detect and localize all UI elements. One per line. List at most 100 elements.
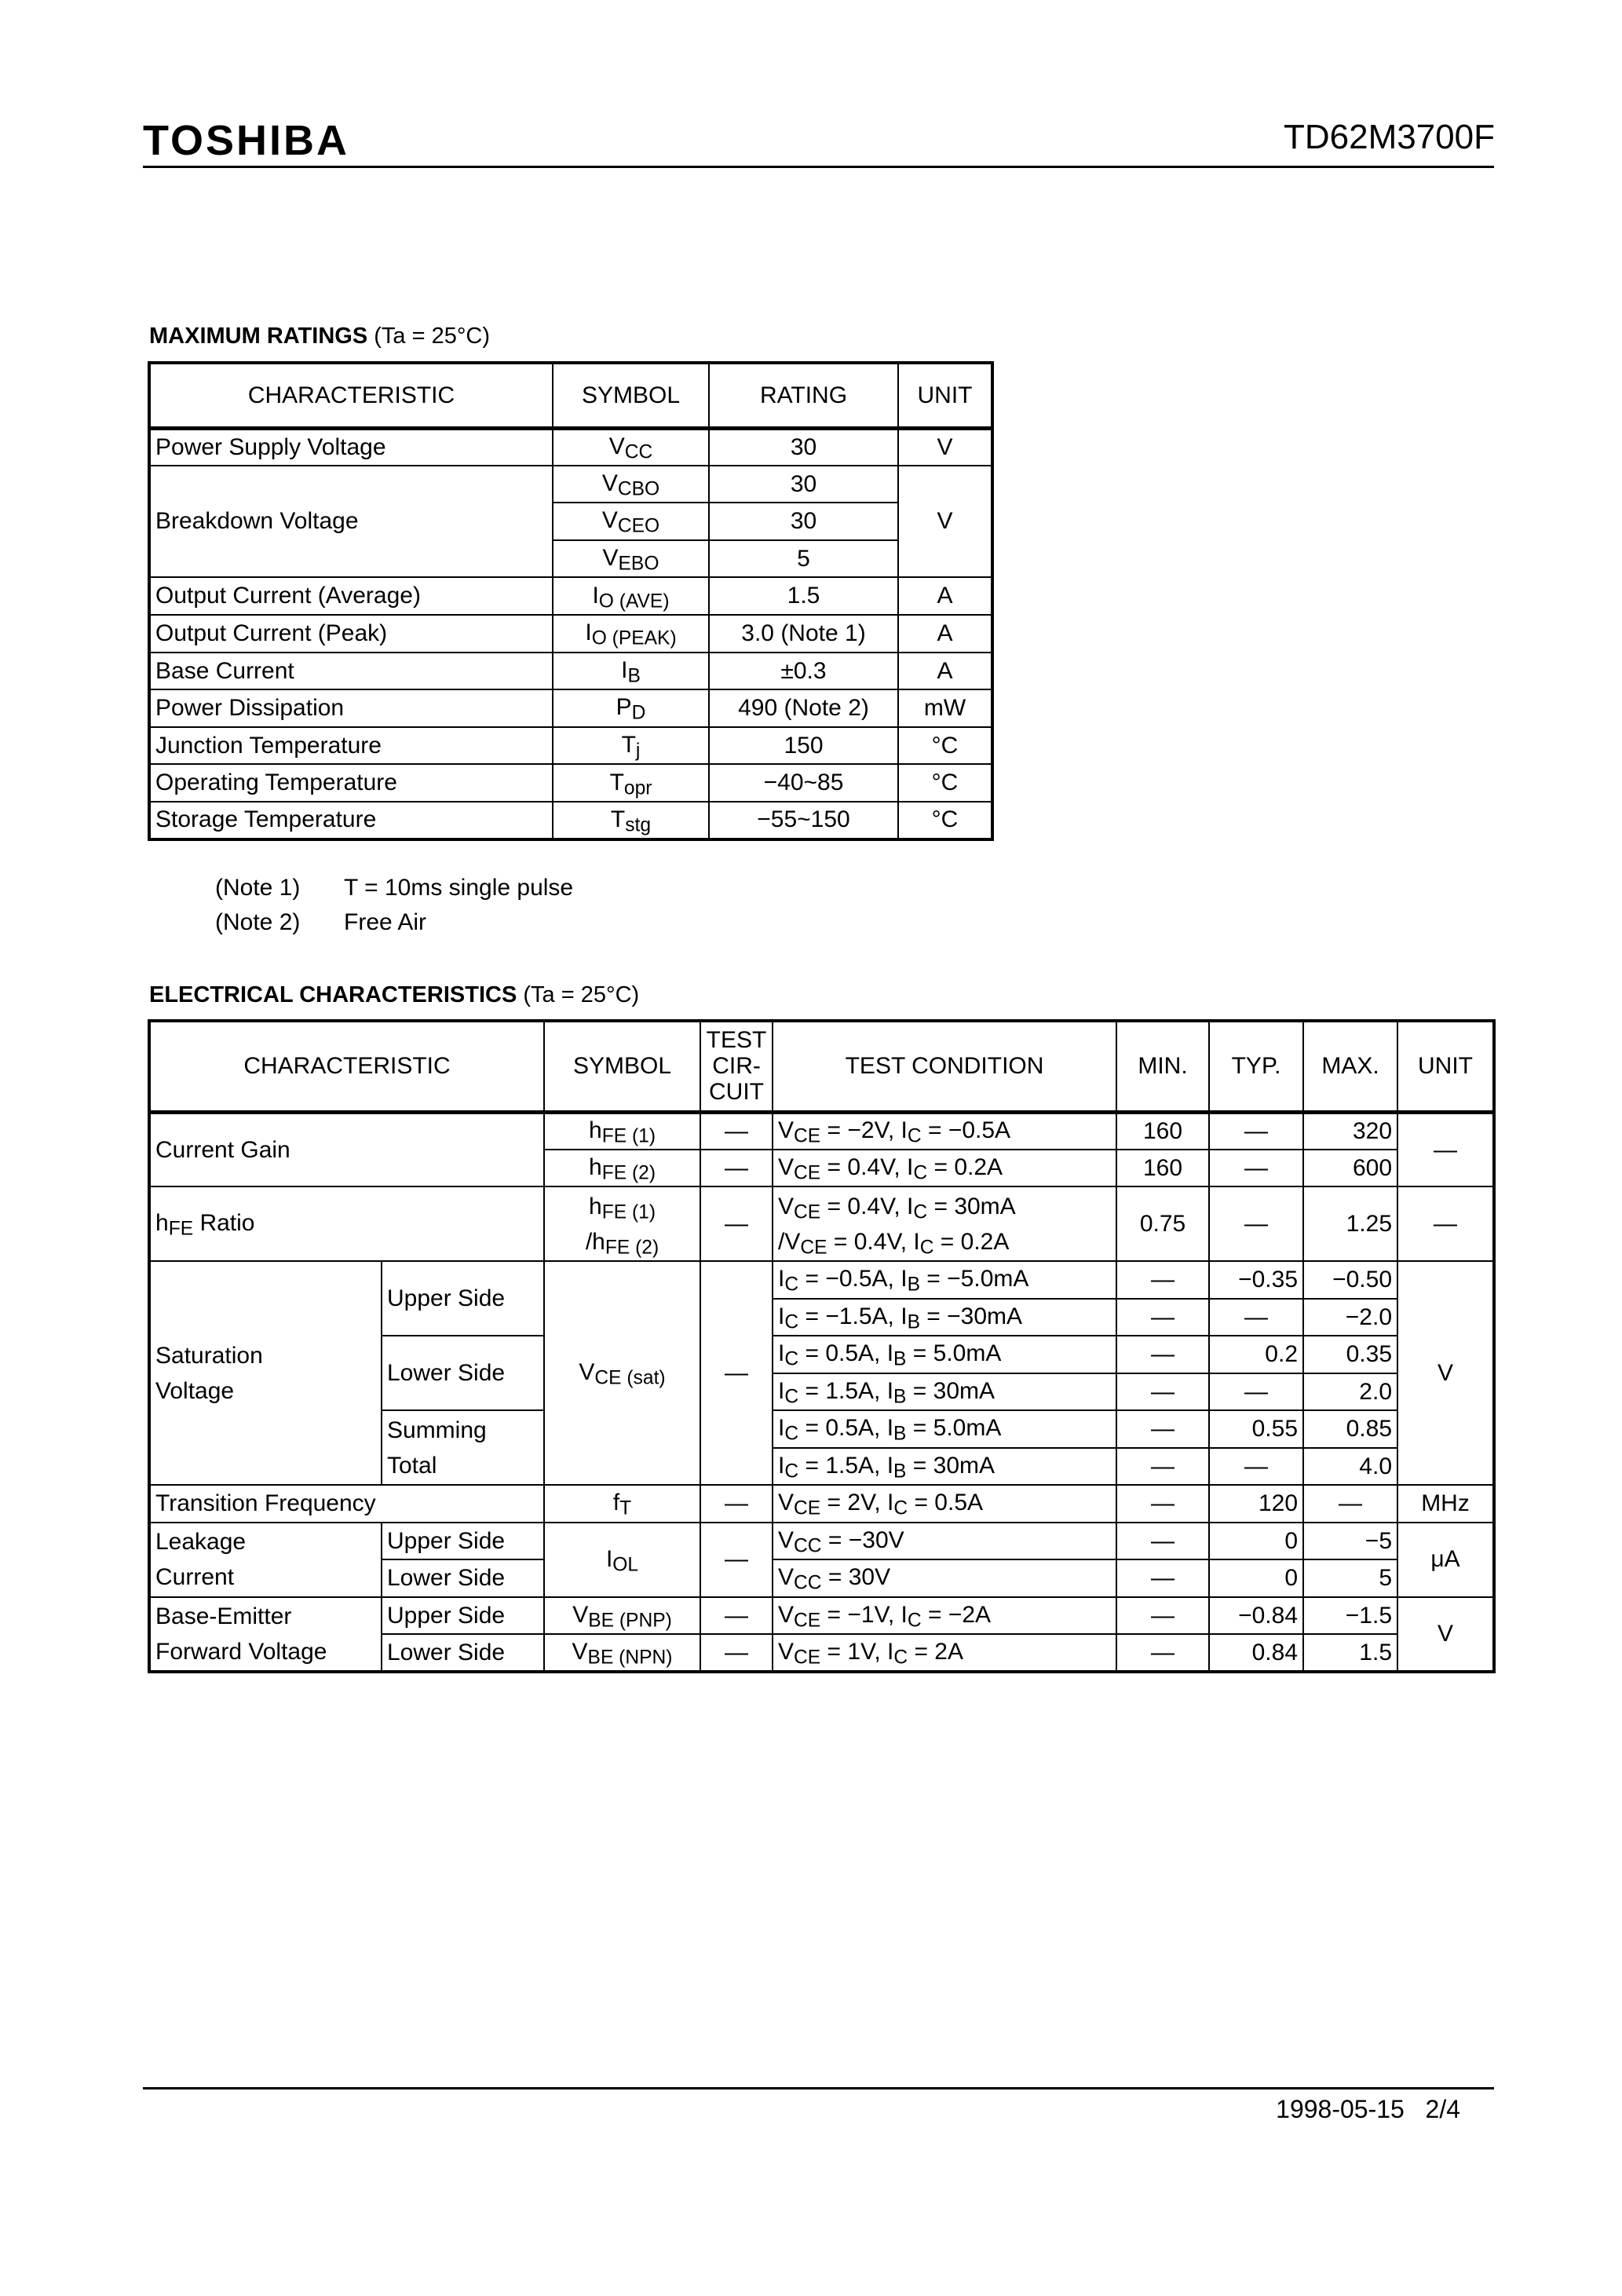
table-cell: Base-Emitter Forward Voltage (148, 1596, 382, 1673)
column-header: TEST CONDITION (772, 1020, 1118, 1114)
subscript: FE (168, 1218, 194, 1240)
table-cell: Power Dissipation (148, 689, 553, 728)
table-cell: −40~85 (708, 763, 899, 803)
table-cell: 30 (708, 464, 899, 504)
table-cell: IO (PEAK) (552, 613, 710, 653)
subscript: CE (794, 1610, 821, 1632)
table-cell: — (1302, 1484, 1399, 1523)
table-cell: −55~150 (708, 800, 899, 840)
table-cell: VCC = −30V (772, 1521, 1118, 1560)
subscript: CBO (617, 478, 660, 500)
table-cell: Lower Side (380, 1559, 546, 1598)
table-cell: μA (1397, 1521, 1496, 1598)
table-cell: Base Current (148, 651, 553, 691)
subscript: CE (800, 1236, 827, 1258)
toshiba-logo: TOSHIBA (143, 117, 350, 164)
column-header: CHARACTERISTIC (148, 362, 553, 430)
footer-date: 1998-05-15 (1276, 2095, 1405, 2123)
subscript: FE (2) (601, 1162, 656, 1184)
table-row: Transition Frequency fT — VCE = 2V, IC = 0.… (148, 1484, 1496, 1523)
table-cell: — (1208, 1186, 1305, 1262)
table-row: Lower Side IC = 0.5A, IB = 5.0mA —0.2 0.35 (149, 1335, 1494, 1411)
column-header: UNIT (1397, 1020, 1496, 1114)
table-row: hFE (2) — VCE = 0.4V, IC = 0.2A 160—600 (149, 1148, 1494, 1187)
subscript: B (893, 1461, 907, 1483)
table-cell: Summing Total (380, 1409, 546, 1486)
subscript: C (784, 1311, 799, 1333)
table-cell: 0.55 (1208, 1409, 1305, 1449)
subscript: CC (794, 1572, 822, 1594)
subscript: C (784, 1386, 799, 1408)
table-cell: IC = 0.5A, IB = 5.0mA (772, 1409, 1118, 1449)
table-cell: IB (552, 651, 710, 691)
table-cell: VCE = 0.4V, IC = 0.2A (772, 1148, 1118, 1187)
table-cell: — (1208, 1111, 1305, 1150)
note-2-text: Free Air (344, 909, 427, 935)
subscript: C (784, 1274, 799, 1296)
table-cell: V (1397, 1596, 1496, 1673)
column-header: SYMBOL (543, 1020, 702, 1114)
electrical-heading: ELECTRICAL CHARACTERISTICS (149, 982, 517, 1007)
subscript: CE (794, 1201, 821, 1223)
column-header: MIN. (1116, 1020, 1211, 1114)
table-cell: Tstg (552, 800, 710, 840)
table-cell: — (1116, 1372, 1211, 1411)
table-cell: 1.5 (708, 576, 899, 616)
table-cell: VCBO (552, 464, 710, 504)
table-row: Leakage Current Upper Side IOL — VCC = −30V —0… (148, 1521, 1496, 1598)
subscript: C (893, 1647, 908, 1669)
table-cell: Lower Side (380, 1335, 546, 1411)
table-row: IC = −1.5A, IB = −30mA — — −2.0 (149, 1297, 1494, 1336)
table-cell: Lower Side (380, 1633, 546, 1673)
column-header: UNIT (897, 362, 993, 430)
table-cell: IC = −0.5A, IB = −5.0mA (772, 1260, 1118, 1300)
subscript: CE (794, 1162, 821, 1184)
table-cell: 0 (1208, 1559, 1305, 1598)
subscript: C (784, 1348, 799, 1370)
table-cell: — (1116, 1521, 1211, 1560)
table-cell: — (1116, 1559, 1211, 1598)
table-cell: 0.84 (1208, 1633, 1305, 1673)
max-ratings-condition: (Ta = 25°C) (374, 324, 491, 349)
table-cell: — (700, 1148, 774, 1187)
subscript: C (784, 1461, 799, 1483)
subscript: BE (NPN) (587, 1647, 673, 1669)
table-cell: 30 (708, 427, 899, 466)
subscript: O (PEAK) (591, 627, 677, 649)
table-cell: −0.50 (1302, 1260, 1399, 1300)
footer-rule (143, 2087, 1494, 2089)
subscript: EBO (618, 553, 659, 575)
table-row: Lower Side VBE (NPN) — VCE = 1V, IC = 2A —0.… (149, 1633, 1494, 1673)
electrical-characteristics-table: CHARACTERISTIC SYMBOL TEST CIR- CUIT TEST CON… (148, 1019, 1496, 1673)
table-cell: hFE (1)/hFE (2) (543, 1186, 702, 1262)
table-cell: °C (897, 726, 993, 766)
table-cell: −5 (1302, 1521, 1399, 1560)
table-row: Operating Temperature Topr −40~85 °C (148, 763, 993, 803)
table-cell: VCE = −1V, IC = −2A (772, 1596, 1118, 1635)
table-row: IC = 1.5A, IB = 30mA — —4.0 (149, 1446, 1494, 1486)
table-cell: — (1397, 1111, 1496, 1187)
column-header: SYMBOL (552, 362, 710, 430)
table-cell: Tj (552, 726, 710, 766)
subscript: opr (623, 777, 652, 799)
table-cell: 0.85 (1302, 1409, 1399, 1449)
table-cell: 1.5 (1302, 1633, 1399, 1673)
table-cell: hFE (1) (543, 1111, 702, 1150)
table-row: VCEO 30 (149, 502, 992, 541)
table-cell: V (897, 464, 993, 579)
table-cell: Transition Frequency (148, 1484, 546, 1523)
table-cell: — (700, 1633, 774, 1673)
table-cell: Saturation Voltage (148, 1260, 382, 1486)
table-cell: 1.25 (1302, 1186, 1399, 1262)
table-cell: Topr (552, 763, 710, 803)
table-cell: mW (897, 689, 993, 728)
table-header: CHARACTERISTIC SYMBOL TEST CIR- CUIT TEST CON… (148, 1020, 1496, 1114)
subscript: OL (612, 1553, 639, 1575)
subscript: C (893, 1497, 908, 1519)
subscript: stg (625, 814, 652, 836)
table-cell: — (1116, 1446, 1211, 1486)
table-cell: — (700, 1484, 774, 1523)
table-cell: — (700, 1111, 774, 1150)
subscript: BE (PNP) (588, 1610, 672, 1632)
table-row: Breakdown Voltage VCBO 30 V (148, 464, 993, 579)
